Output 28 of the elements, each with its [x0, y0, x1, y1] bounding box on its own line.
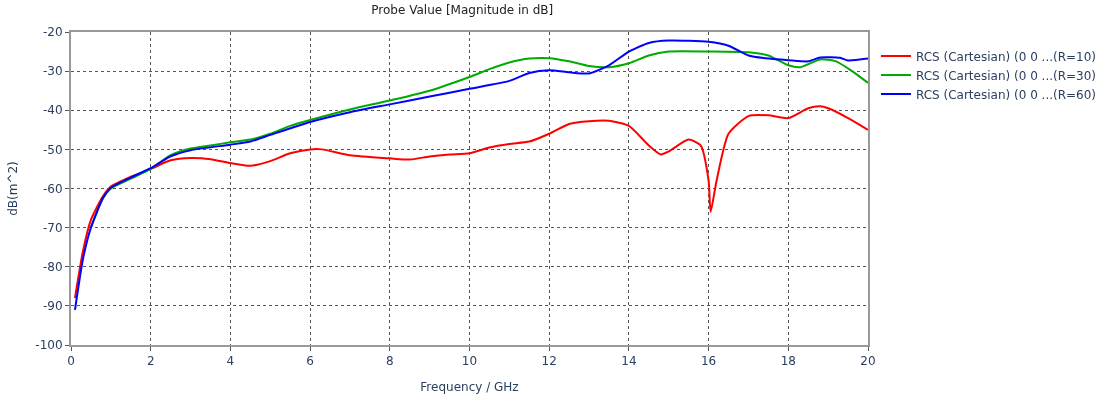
line-series: [73, 39, 868, 311]
y-tick-label: -80: [42, 259, 63, 274]
y-tick-label: -60: [42, 181, 63, 196]
x-tick-label: 18: [780, 354, 796, 369]
x-tick-label: 16: [700, 354, 717, 369]
y-tick-label: -40: [42, 103, 63, 118]
x-tick-label: 0: [67, 354, 75, 369]
y-tick-label: -100: [35, 338, 63, 353]
x-tick-label: 12: [541, 354, 557, 369]
y-tick-label: -90: [42, 299, 63, 314]
y-axis-title: dB(m^2): [6, 161, 21, 216]
legend-label: RCS (Cartesian) (0 0 ...(R=10): [915, 49, 1097, 64]
x-tick-label: 2: [146, 354, 155, 369]
x-axis-title: Frequency / GHz: [420, 379, 519, 394]
chart-title: Probe Value [Magnitude in dB]: [371, 3, 554, 18]
x-tick-label: 4: [226, 354, 235, 369]
legend-label: RCS (Cartesian) (0 0 ...(R=60): [915, 87, 1097, 102]
x-tick-label: 14: [621, 354, 637, 369]
y-tick-label: -50: [42, 142, 63, 157]
y-tick-label: -30: [42, 64, 63, 79]
x-tick-label: 8: [385, 354, 394, 369]
y-tick-label: -20: [42, 25, 63, 40]
y-tick-label: -70: [42, 220, 63, 235]
x-tick-label: 10: [461, 354, 478, 369]
x-tick-label: 6: [306, 354, 314, 369]
legend-label: RCS (Cartesian) (0 0 ...(R=30): [915, 68, 1097, 83]
line-series: [73, 105, 868, 300]
x-tick-label: 20: [860, 354, 876, 369]
